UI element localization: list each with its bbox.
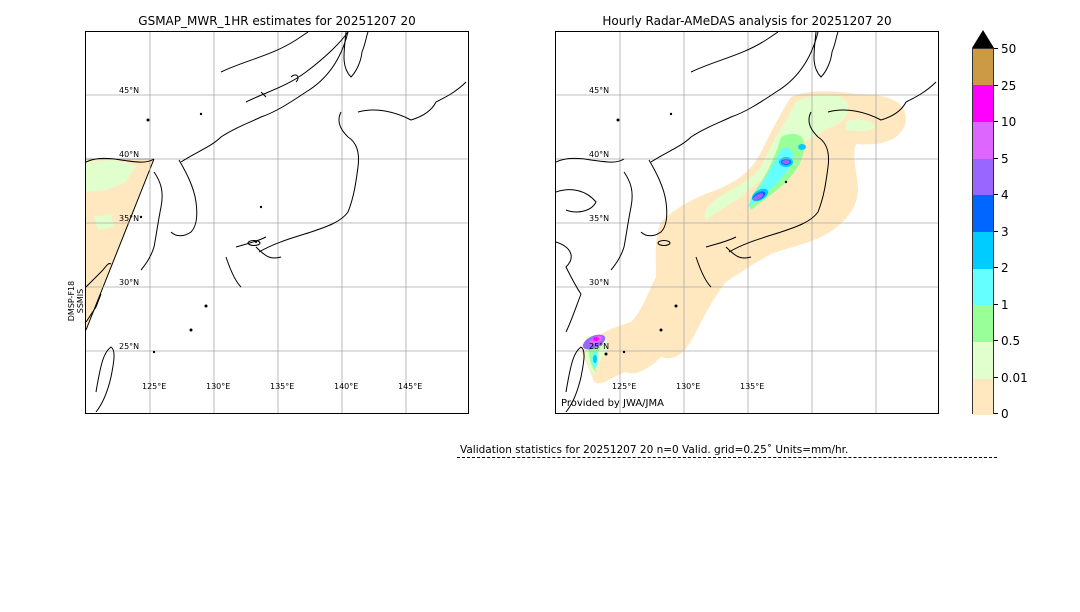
right-map-radar-amedas: 45°N 40°N 35°N 30°N 25°N 125°E 130°E 135…	[555, 31, 939, 414]
colorbar-seg-0.5	[973, 305, 993, 342]
sensor-label-instrument: SSMIS	[76, 288, 85, 314]
sensor-label: DMSP-F18 SSMIS	[67, 271, 85, 331]
colorbar-seg-1	[973, 269, 993, 305]
lat-label-40: 40°N	[589, 150, 610, 159]
lon-label-135: 135°E	[740, 382, 765, 391]
lat-label-35: 35°N	[119, 214, 140, 223]
left-map-gsmap: 45°N 40°N 35°N 30°N 25°N 125°E 130°E 135…	[85, 31, 469, 414]
colorbar-label-0.5: 0.5	[1001, 334, 1021, 348]
small-islands	[139, 112, 263, 354]
lat-label-30: 30°N	[119, 278, 140, 287]
lat-label-40: 40°N	[119, 150, 140, 159]
colorbar-seg-0.01	[973, 342, 993, 379]
lon-label-135: 135°E	[270, 382, 295, 391]
colorbar-label-5: 5	[1001, 152, 1009, 166]
data-credit: Provided by JWA/JMA	[561, 398, 664, 409]
colorbar-tick	[994, 231, 998, 232]
lon-label-125: 125°E	[142, 382, 167, 391]
coastlines	[556, 32, 937, 413]
colorbar-tick	[994, 121, 998, 122]
left-map-title: GSMAP_MWR_1HR estimates for 20251207 20	[138, 14, 416, 28]
lon-label-145: 145°E	[398, 382, 423, 391]
small-islands	[604, 112, 788, 356]
coastlines	[86, 32, 467, 413]
lon-label-140: 140°E	[334, 382, 359, 391]
colorbar-seg-4	[973, 159, 993, 195]
colorbar-seg-25	[973, 49, 993, 85]
lat-label-25: 25°N	[589, 342, 610, 351]
lat-label-30: 30°N	[589, 278, 610, 287]
colorbar-seg-10	[973, 85, 993, 122]
colorbar-label-0: 0	[1001, 407, 1009, 421]
left-map-canvas	[86, 32, 468, 413]
validation-statistics: Validation statistics for 20251207 20 n=…	[460, 444, 849, 456]
colorbar-seg-2	[973, 232, 993, 269]
colorbar-tick	[994, 48, 998, 49]
colorbar-label-0.01: 0.01	[1001, 371, 1028, 385]
colorbar-tick	[994, 194, 998, 195]
lat-label-45: 45°N	[119, 86, 140, 95]
graticule	[556, 32, 938, 413]
graticule	[86, 32, 468, 413]
validation-divider	[457, 457, 997, 458]
colorbar-tick	[994, 267, 998, 268]
colorbar-label-50: 50	[1001, 42, 1017, 56]
colorbar-tick	[994, 304, 998, 305]
colorbar-seg-5	[973, 122, 993, 159]
lon-label-125: 125°E	[612, 382, 637, 391]
colorbar-tick	[994, 413, 998, 414]
colorbar-label-3: 3	[1001, 225, 1009, 239]
colorbar-label-25: 25	[1001, 79, 1017, 93]
colorbar-extend-arrow-icon	[972, 30, 994, 48]
colorbar-label-4: 4	[1001, 188, 1009, 202]
right-map-title: Hourly Radar-AMeDAS analysis for 2025120…	[602, 14, 892, 28]
colorbar-seg-3	[973, 195, 993, 232]
lon-label-130: 130°E	[206, 382, 231, 391]
lat-label-35: 35°N	[589, 214, 610, 223]
right-map-canvas	[556, 32, 938, 413]
colorbar	[972, 48, 994, 415]
colorbar-tick	[994, 377, 998, 378]
colorbar-label-1: 1	[1001, 298, 1009, 312]
colorbar-label-10: 10	[1001, 115, 1017, 129]
lat-label-25: 25°N	[119, 342, 140, 351]
colorbar-label-2: 2	[1001, 261, 1009, 275]
colorbar-seg-0	[973, 379, 993, 415]
colorbar-tick	[994, 85, 998, 86]
sensor-label-satellite: DMSP-F18	[67, 280, 76, 322]
lat-label-45: 45°N	[589, 86, 610, 95]
colorbar-tick	[994, 158, 998, 159]
colorbar-tick	[994, 340, 998, 341]
lon-label-130: 130°E	[676, 382, 701, 391]
radar-coverage-area	[581, 91, 906, 384]
